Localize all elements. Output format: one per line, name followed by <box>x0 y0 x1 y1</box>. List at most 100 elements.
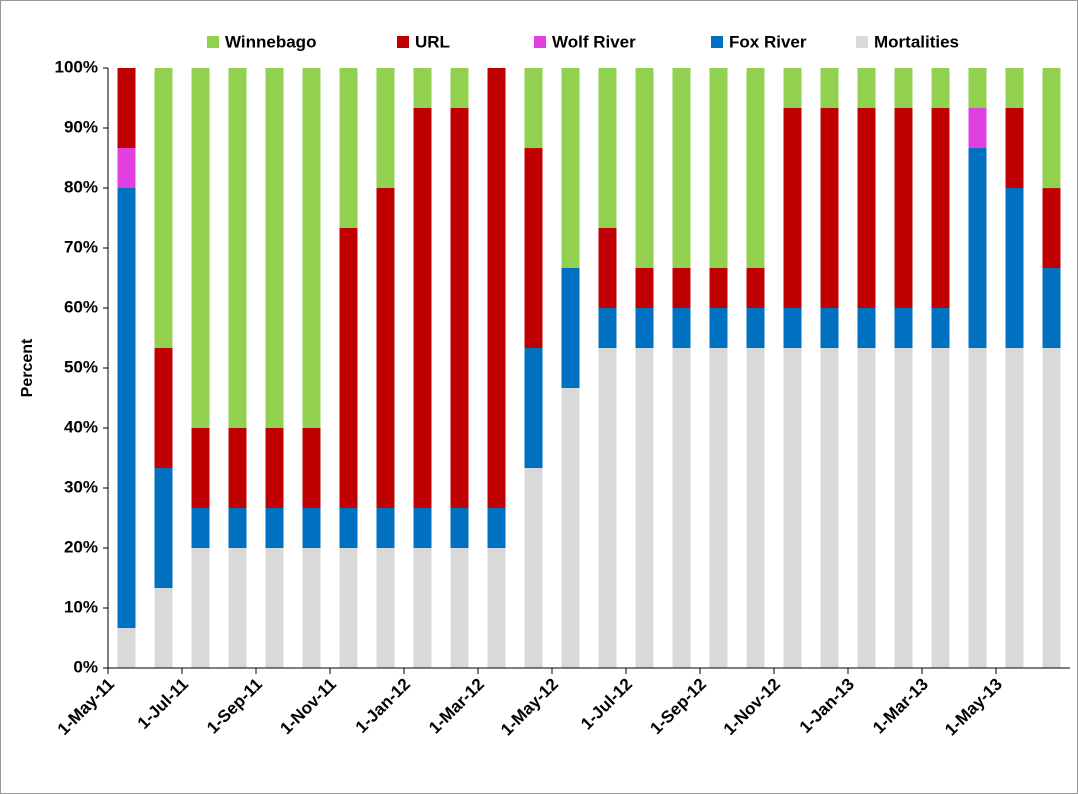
bar-segment <box>857 348 876 668</box>
bar-segment <box>598 348 617 668</box>
bar-segment <box>968 148 987 349</box>
y-tick-label: 50% <box>64 357 98 376</box>
legend-label: Mortalities <box>874 32 959 51</box>
legend-swatch <box>534 36 546 48</box>
bar-segment <box>228 548 247 668</box>
legend-label: URL <box>415 32 450 51</box>
bar-segment <box>561 267 580 388</box>
y-tick-label: 60% <box>64 297 98 316</box>
bar-segment <box>709 348 728 668</box>
bar-segment <box>1042 68 1061 189</box>
legend-swatch <box>207 36 219 48</box>
bar-segment <box>746 308 765 349</box>
bar-segment <box>302 507 321 548</box>
bar-segment <box>857 308 876 349</box>
bar-segment <box>117 188 136 628</box>
bar-segment <box>524 68 543 149</box>
bar-segment <box>1042 268 1061 349</box>
bar-segment <box>487 68 506 508</box>
bar-segment <box>709 308 728 349</box>
bar-segment <box>746 348 765 668</box>
bar-segment <box>487 548 506 668</box>
bar-segment <box>117 68 136 148</box>
bar-segment <box>598 308 617 349</box>
bar-segment <box>154 588 173 668</box>
y-tick-label: 40% <box>64 417 98 436</box>
bar-segment <box>413 67 432 108</box>
bar-segment <box>820 308 839 349</box>
bar-segment <box>524 148 543 349</box>
bar-segment <box>1042 188 1061 269</box>
bar-segment <box>154 68 173 349</box>
bar-segment <box>413 107 432 508</box>
bar-segment <box>672 308 691 349</box>
bar-segment <box>857 68 876 109</box>
bar-segment <box>265 507 284 548</box>
bar-segment <box>894 308 913 349</box>
bar-segment <box>154 468 173 589</box>
legend-label: Winnebago <box>225 32 316 51</box>
legend-swatch <box>711 36 723 48</box>
bar-segment <box>635 267 654 308</box>
bar-segment <box>1005 108 1024 188</box>
bar-segment <box>154 348 173 469</box>
bar-segment <box>783 68 802 109</box>
bar-segment <box>413 507 432 548</box>
bar-segment <box>302 548 321 668</box>
bar-segment <box>820 68 839 109</box>
bar-segment <box>709 267 728 308</box>
bar-segment <box>191 507 210 548</box>
bar-segment <box>117 147 136 188</box>
bar-segment <box>450 507 469 548</box>
bar-segment <box>635 68 654 268</box>
bar-segment <box>746 68 765 268</box>
y-tick-label: 10% <box>64 597 98 616</box>
bar-segment <box>302 428 321 508</box>
bar-segment <box>968 348 987 668</box>
bar-segment <box>376 68 395 188</box>
y-tick-label: 90% <box>64 117 98 136</box>
bar-segment <box>931 68 950 109</box>
y-tick-label: 70% <box>64 237 98 256</box>
bar-segment <box>191 548 210 668</box>
bar-segment <box>228 507 247 548</box>
bar-segment <box>709 68 728 268</box>
y-tick-label: 30% <box>64 477 98 496</box>
bar-segment <box>894 68 913 109</box>
y-axis-title: Percent <box>19 338 36 397</box>
y-tick-label: 100% <box>55 57 98 76</box>
bar-segment <box>746 267 765 308</box>
bar-segment <box>968 108 987 149</box>
bar-segment <box>413 548 432 668</box>
legend-swatch <box>397 36 409 48</box>
bar-segment <box>931 308 950 349</box>
bar-segment <box>635 348 654 668</box>
bar-segment <box>857 108 876 309</box>
bar-segment <box>894 348 913 668</box>
bar-segment <box>450 107 469 508</box>
bar-segment <box>376 548 395 668</box>
bar-segment <box>265 428 284 508</box>
bar-segment <box>783 308 802 349</box>
legend-label: Fox River <box>729 32 807 51</box>
bar-segment <box>783 108 802 309</box>
bar-segment <box>265 68 284 428</box>
bar-segment <box>524 468 543 668</box>
bar-segment <box>672 267 691 308</box>
bar-segment <box>968 68 987 109</box>
bar-segment <box>931 348 950 668</box>
bar-segment <box>339 67 358 228</box>
bar-segment <box>450 67 469 108</box>
bar-segment <box>376 507 395 548</box>
bar-segment <box>339 548 358 668</box>
bar-segment <box>339 227 358 508</box>
legend-label: Wolf River <box>552 32 636 51</box>
bar-segment <box>265 548 284 668</box>
bar-segment <box>228 428 247 508</box>
bar-segment <box>783 348 802 668</box>
y-tick-label: 20% <box>64 537 98 556</box>
bar-segment <box>1005 348 1024 668</box>
legend-swatch <box>856 36 868 48</box>
bar-segment <box>376 188 395 508</box>
